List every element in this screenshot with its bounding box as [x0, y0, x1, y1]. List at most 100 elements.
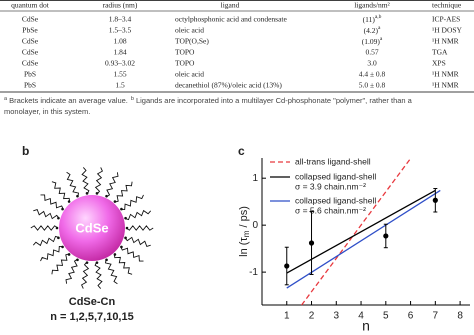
table-cell: PbSe: [22, 26, 38, 35]
ligand: [40, 194, 64, 210]
data-point: [308, 240, 315, 246]
x-tick-label: 1: [284, 311, 290, 322]
table-cell: TOPO: [175, 48, 195, 57]
table-cell: CdSe: [22, 48, 39, 57]
anchor-atom: [67, 253, 71, 256]
anchor-atom: [95, 261, 99, 264]
y-tick-label: 0: [252, 220, 258, 231]
x-tick-label: 7: [433, 311, 439, 322]
legend-label: collapsed ligand-shell: [295, 195, 376, 205]
anchor-atom: [76, 258, 79, 262]
table-cell: (1.09)a: [362, 36, 383, 45]
footnote-text: Ligands are incorporated into a multilay…: [136, 96, 413, 105]
ligand: [66, 171, 80, 198]
table-cell: ¹H NMR: [432, 37, 459, 46]
ligand: [125, 225, 154, 231]
x-tick-label: 3: [334, 311, 340, 322]
table-cell: ICP-AES: [432, 15, 460, 24]
table-cell: (4.2)a: [364, 25, 381, 34]
legend-label: collapsed ligand-shell: [295, 171, 376, 181]
fit-line: [286, 189, 441, 289]
y-label-text: / ps): [238, 206, 250, 230]
anchor-atom: [61, 245, 64, 249]
ligand: [104, 258, 118, 285]
table-cell: 1.55: [113, 70, 126, 79]
table-cell: 1.84: [113, 48, 126, 57]
anchor-atom: [120, 207, 123, 211]
table-cell: oleic acid: [175, 70, 204, 79]
anchor-atom: [85, 192, 89, 195]
table-cell: 5.0 ± 0.8: [359, 81, 386, 90]
table-cell: 1.08: [113, 37, 126, 46]
table-header: ligands/nm²: [354, 1, 390, 10]
ligand: [114, 181, 133, 203]
anchor-atom: [125, 226, 129, 230]
x-tick-label: 5: [383, 311, 389, 322]
table-cell: 4.4 ± 0.8: [359, 70, 386, 79]
ligand: [124, 209, 152, 221]
caption: CdSe-Cn: [69, 296, 116, 308]
cell-superscript: a: [380, 36, 383, 42]
x-axis-label: n: [362, 318, 370, 334]
anchor-atom: [113, 253, 117, 256]
data-point: [383, 233, 389, 239]
table-header: radius (nm): [103, 1, 138, 10]
ligand: [113, 253, 133, 275]
anchor-atom: [113, 200, 117, 203]
x-tick-label: 8: [457, 311, 463, 322]
data-point: [432, 197, 438, 203]
x-tick-label: 6: [408, 311, 414, 322]
table-cell: ¹H NMR: [432, 81, 459, 90]
table-cell: ¹H NMR: [432, 70, 459, 79]
ligand: [32, 235, 60, 247]
table-cell: 1.5: [115, 81, 125, 90]
table-cell: octylphosphonic acid and condensate: [175, 15, 288, 24]
table-header: technique: [432, 1, 462, 10]
legend-note: σ = 5.6 chain.nm⁻²: [295, 205, 366, 215]
anchor-atom: [76, 194, 79, 198]
table-cell: (11)a,b: [363, 14, 382, 23]
cell-text: (4.2): [364, 26, 379, 35]
table-cell: 0.93–3.02: [105, 59, 135, 68]
legend-label: all-trans ligand-shell: [295, 156, 371, 166]
footnote-text: Brackets indicate an average value.: [9, 96, 128, 105]
table-cell: CdSe: [22, 15, 39, 24]
particle-label: CdSe: [75, 220, 108, 235]
anchor-atom: [105, 194, 108, 198]
nanoparticle: [59, 195, 125, 261]
anchor-atom: [57, 216, 60, 220]
ligand: [51, 253, 70, 275]
caption: n = 1,2,5,7,10,15: [50, 311, 133, 323]
anchor-atom: [124, 236, 127, 240]
footnote-marker: a: [4, 96, 8, 102]
table-cell: 3.0: [367, 59, 377, 68]
footnote: a Brackets indicate an average value. b Lig…: [4, 96, 413, 105]
footnote-marker: b: [131, 96, 134, 102]
cell-text: (1.09): [362, 37, 381, 46]
ligand: [30, 225, 59, 231]
table-cell: 0.57: [365, 48, 378, 57]
y-label-sub: m: [242, 230, 251, 237]
footnote: monolayer, in this system.: [4, 107, 90, 116]
legend-note: σ = 3.9 chain.nm⁻²: [295, 181, 366, 191]
cell-superscript: a,b: [375, 14, 382, 20]
ligand: [94, 167, 103, 195]
x-tick-label: 2: [309, 311, 315, 322]
ligand: [105, 172, 119, 198]
table-cell: decanethiol (87%)/oleic acid (13%): [175, 81, 282, 90]
anchor-atom: [124, 216, 127, 220]
anchor-atom: [67, 200, 71, 203]
cell-superscript: a: [378, 25, 381, 31]
table-cell: oleic acid: [175, 26, 204, 35]
anchor-atom: [95, 192, 99, 195]
table-cell: 1.8–3.4: [109, 15, 132, 24]
table-cell: TOPO: [175, 59, 195, 68]
ligand-shell: [30, 167, 154, 289]
ligand: [81, 261, 90, 289]
table-cell: ¹H DOSY: [432, 26, 463, 35]
panel-label: b: [22, 144, 29, 158]
y-tick-label: -1: [249, 267, 258, 278]
table-cell: 1.5–3.5: [109, 26, 132, 35]
